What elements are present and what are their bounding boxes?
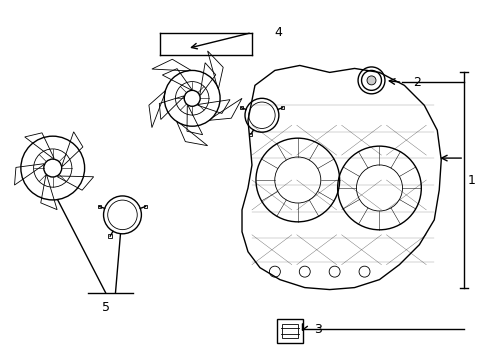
Circle shape bbox=[44, 159, 61, 177]
Circle shape bbox=[184, 90, 200, 106]
Text: 5: 5 bbox=[102, 301, 109, 314]
Text: 1: 1 bbox=[466, 174, 474, 186]
Circle shape bbox=[366, 76, 375, 85]
Text: 2: 2 bbox=[412, 76, 420, 89]
Text: 3: 3 bbox=[313, 323, 321, 336]
Text: 4: 4 bbox=[273, 26, 281, 39]
